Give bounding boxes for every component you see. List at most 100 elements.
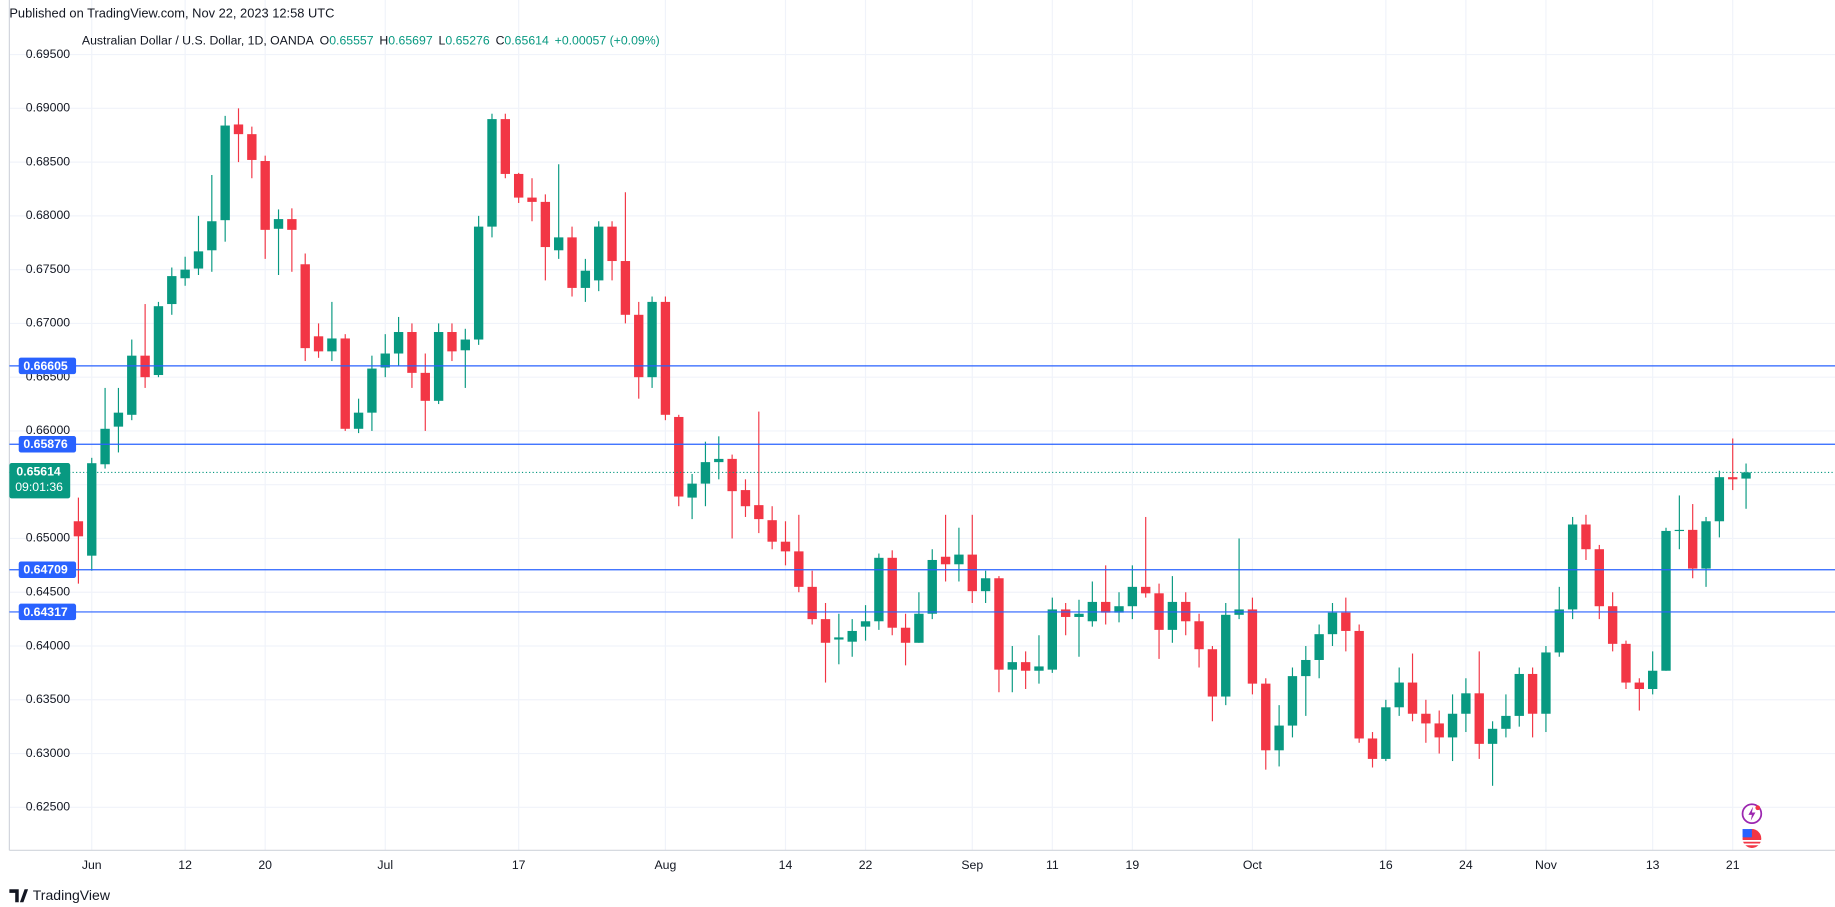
y-tick-label: 0.67500	[26, 262, 71, 276]
candle-body	[1461, 693, 1471, 714]
ohlc-key: C	[496, 34, 505, 48]
candle-body	[1261, 683, 1271, 751]
candle-body	[1501, 715, 1511, 729]
candle-body	[1541, 652, 1551, 714]
status-icons	[1741, 803, 1763, 848]
candle-body	[113, 412, 124, 427]
y-tick-label: 0.69000	[26, 101, 71, 115]
candle-body	[447, 332, 457, 352]
x-tick-label: 19	[1126, 858, 1140, 872]
candle-body	[260, 161, 270, 230]
candle-body	[1447, 713, 1458, 738]
candle-body	[180, 269, 190, 279]
candle-body	[1647, 670, 1658, 690]
x-tick-label: 14	[779, 858, 793, 872]
candle-body	[594, 226, 604, 281]
x-tick-label: 16	[1379, 858, 1393, 872]
x-tick-label: 13	[1646, 858, 1660, 872]
ohlc-key: O	[320, 34, 330, 48]
candle-body	[1274, 725, 1284, 751]
candle-body	[420, 372, 430, 401]
candle-body	[340, 338, 350, 429]
candle-body	[1688, 529, 1698, 569]
candle-body	[153, 306, 164, 376]
candle-body	[527, 197, 537, 202]
candle-body	[994, 578, 1004, 670]
ohlc-key: H	[379, 34, 388, 48]
candle-body	[1661, 530, 1671, 671]
candle-body	[367, 368, 377, 413]
x-tick-label: 21	[1726, 858, 1740, 872]
candle-body	[300, 264, 310, 349]
candle-body	[380, 353, 390, 368]
y-tick-label: 0.67000	[26, 316, 71, 330]
candle-body	[820, 619, 831, 643]
candle-body	[967, 554, 977, 592]
candle-body	[500, 119, 511, 174]
candle-body	[900, 627, 911, 643]
y-tick-label: 0.69500	[26, 47, 71, 61]
candle-body	[473, 226, 484, 340]
candle-body	[327, 338, 337, 352]
candle-body	[1247, 609, 1258, 684]
level-label-bg	[18, 357, 77, 375]
x-tick-label: 20	[258, 858, 272, 872]
candle-body	[607, 226, 617, 262]
candle-body	[540, 201, 551, 248]
candle-body	[1301, 659, 1311, 677]
candle-body	[780, 541, 791, 552]
candle-body	[1367, 738, 1378, 759]
candle-body	[73, 521, 84, 537]
candle-body	[567, 237, 577, 288]
chart-header: Australian Dollar / U.S. Dollar, 1D, OAN…	[82, 34, 660, 48]
candle-body	[754, 505, 764, 520]
ohlc-value: 0.65697	[388, 34, 433, 48]
y-tick-label: 0.62500	[26, 800, 71, 814]
candle-body	[1634, 682, 1645, 690]
level-label: 0.64709	[23, 563, 68, 577]
x-tick-label: Nov	[1535, 858, 1558, 872]
candle-body	[634, 314, 644, 378]
y-tick-label: 0.65000	[26, 531, 71, 545]
brand: TradingView	[33, 887, 111, 903]
candle-body	[1394, 682, 1404, 708]
symbol-title: Australian Dollar / U.S. Dollar, 1D, OAN…	[82, 34, 315, 48]
published-note: Published on TradingView.com, Nov 22, 20…	[9, 6, 334, 21]
candle-body	[647, 301, 657, 378]
candle-body	[313, 336, 324, 352]
candle-body	[1607, 606, 1618, 644]
candle-body	[674, 416, 684, 497]
x-tick-label: 17	[512, 858, 526, 872]
x-tick-label: Aug	[655, 858, 677, 872]
candle-body	[1567, 524, 1578, 610]
candle-body	[860, 621, 871, 627]
grid	[9, 0, 1835, 851]
x-tick-label: Sep	[961, 858, 983, 872]
last-price-bg	[9, 462, 71, 499]
candle-body	[1354, 630, 1364, 739]
x-tick-label: Jun	[82, 858, 102, 872]
candle-body	[740, 490, 751, 507]
candle-body	[273, 219, 284, 229]
level-label-bg	[18, 561, 77, 579]
candle-body	[660, 301, 671, 415]
candle-body	[1581, 524, 1591, 550]
candle-body	[1594, 549, 1604, 607]
candle-body	[513, 173, 524, 198]
candle-body	[980, 578, 991, 592]
x-tick-label: 22	[859, 858, 873, 872]
y-tick-label: 0.66000	[26, 423, 71, 437]
candle-body	[1287, 676, 1298, 726]
level-label-bg	[18, 436, 77, 453]
candle-body	[1514, 673, 1524, 716]
candle-body	[727, 458, 737, 492]
flag-canton	[1742, 829, 1752, 838]
y-tick-label: 0.64500	[26, 584, 71, 598]
candle-body	[1474, 693, 1484, 744]
candle-body	[714, 458, 724, 463]
candle-body	[1034, 666, 1044, 671]
candle-body	[1074, 613, 1084, 617]
